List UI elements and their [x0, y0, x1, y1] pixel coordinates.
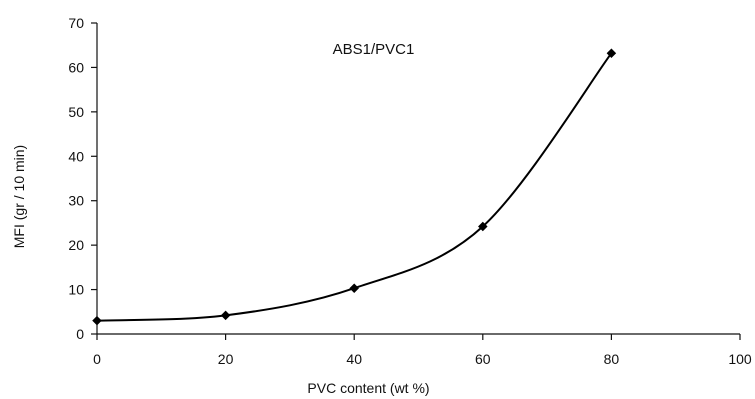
- y-axis-tick-label: 30: [68, 193, 84, 209]
- series-layer: [92, 48, 617, 326]
- x-axis-tick-label: 40: [346, 351, 362, 367]
- data-point-marker: [349, 283, 359, 294]
- data-point-marker: [478, 221, 488, 232]
- chart-annotation: ABS1/PVC1: [333, 41, 415, 58]
- labels-layer: PVC content (wt %) MFI (gr / 10 min) ABS…: [11, 41, 430, 396]
- x-axis-title: PVC content (wt %): [307, 380, 429, 396]
- x-axis-tick-label: 60: [475, 351, 491, 367]
- y-axis-tick-label: 40: [68, 148, 84, 164]
- data-point-marker: [220, 310, 231, 321]
- x-axis-tick-label: 100: [728, 351, 752, 367]
- data-point-marker: [92, 315, 102, 326]
- x-axis-tick-label: 0: [93, 351, 101, 367]
- x-axis-tick-label: 20: [218, 351, 234, 367]
- y-axis-tick-label: 10: [68, 282, 84, 298]
- y-axis-title: MFI (gr / 10 min): [11, 145, 27, 248]
- data-point-marker: [606, 48, 617, 58]
- series-line: [96, 52, 613, 322]
- x-axis-tick-label: 80: [604, 351, 620, 367]
- y-axis-tick-label: 60: [68, 59, 84, 75]
- y-axis-tick-label: 70: [68, 15, 84, 31]
- axes-layer: [96, 23, 740, 335]
- y-axis-tick-label: 50: [68, 104, 84, 120]
- y-axis-tick-label: 20: [68, 237, 84, 253]
- ticks-layer: 0 20 40 60 80 100 0 10 20 30 40 50 60 70: [68, 15, 751, 367]
- y-axis-tick-label: 0: [76, 326, 84, 342]
